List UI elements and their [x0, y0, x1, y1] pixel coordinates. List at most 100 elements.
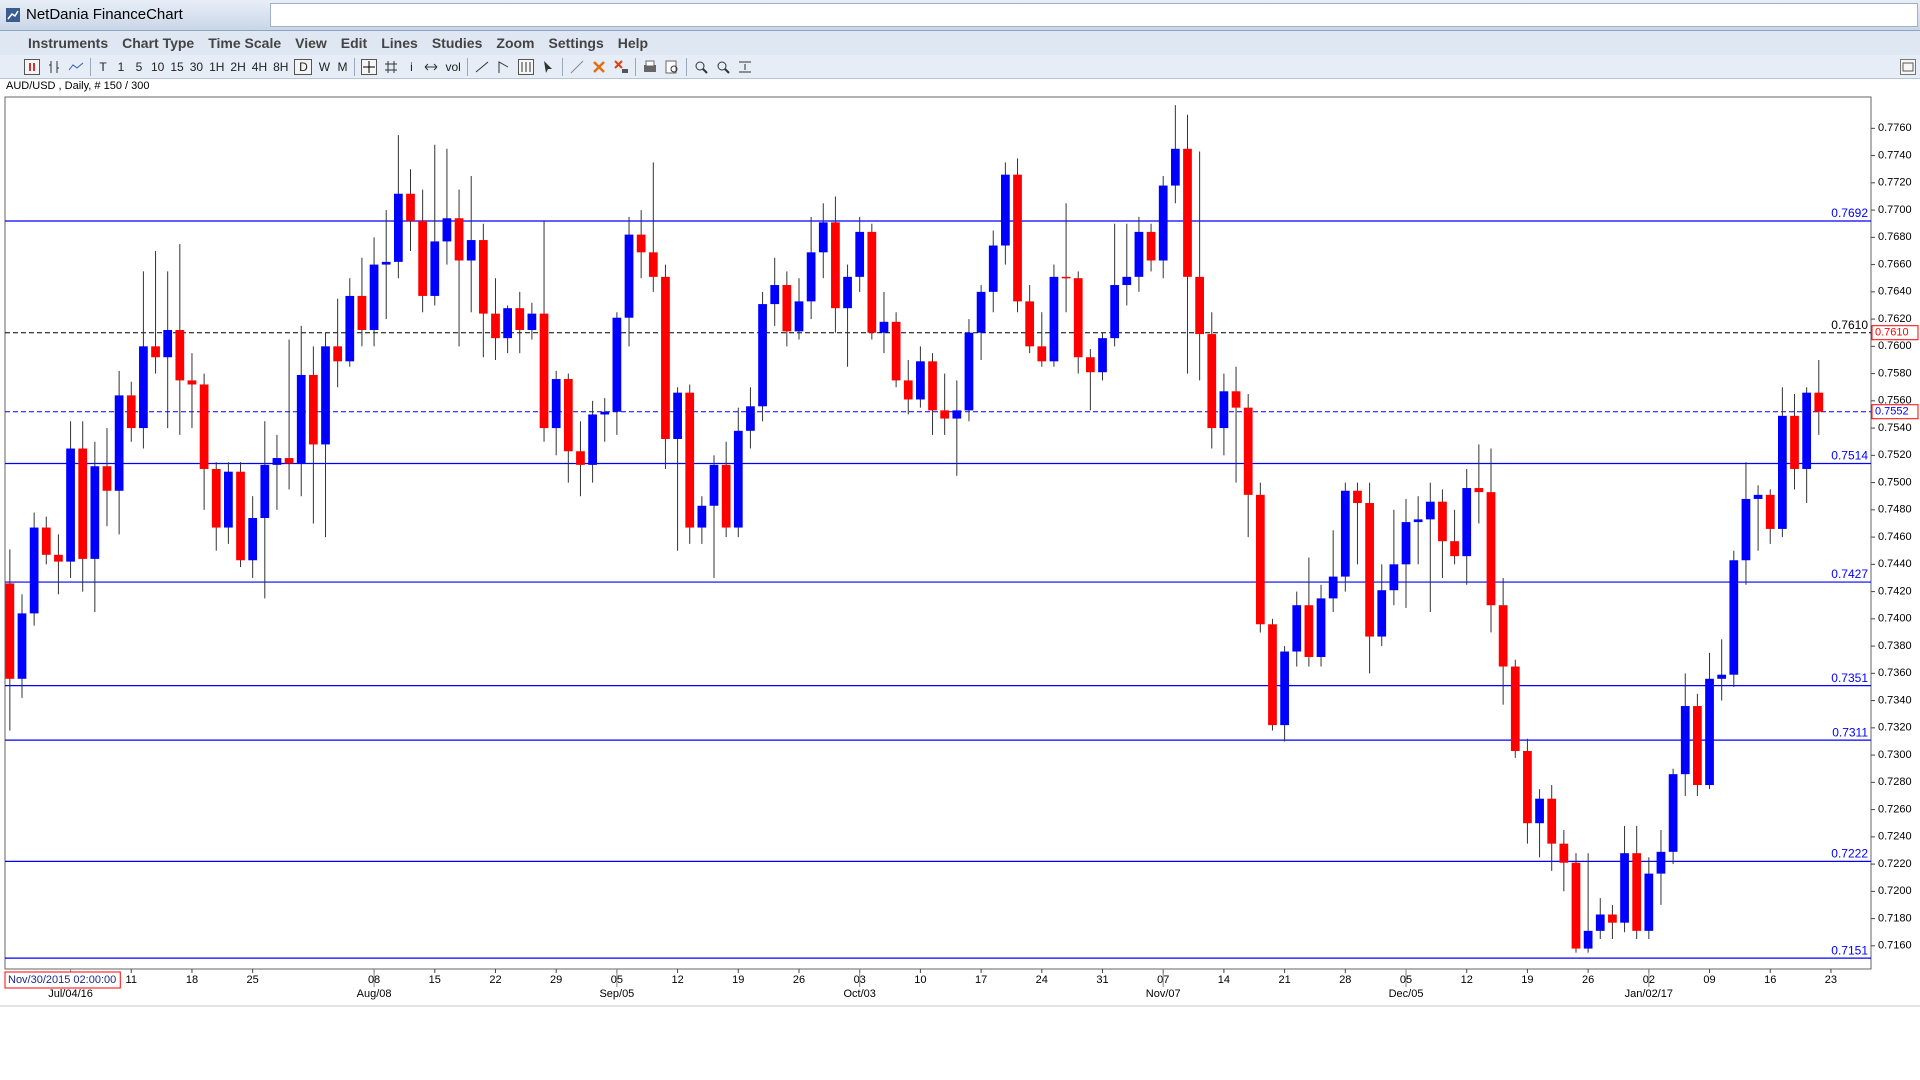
candle-body: [78, 448, 88, 559]
y-tick-label: 0.7240: [1878, 831, 1912, 843]
candle-body: [1401, 522, 1411, 565]
reference-label: 0.7610: [1831, 318, 1868, 332]
info-button[interactable]: i: [410, 59, 413, 74]
candle-body: [1098, 338, 1107, 373]
level-label: 0.7351: [1831, 671, 1868, 685]
menu-item[interactable]: View: [295, 35, 327, 51]
candle-body: [1680, 706, 1690, 775]
y-tick-label: 0.7160: [1878, 940, 1912, 952]
timescale-button[interactable]: 2H: [230, 59, 246, 74]
candle-body: [1705, 678, 1714, 786]
y-tick-label: 0.7480: [1878, 504, 1912, 516]
plot-frame: [4, 96, 1872, 970]
menu-item[interactable]: Studies: [431, 35, 483, 51]
preview-button[interactable]: [664, 59, 680, 75]
y-tick-label: 0.7740: [1878, 149, 1912, 161]
candle-body: [369, 264, 379, 330]
x-tick-label: 18: [186, 974, 198, 986]
candle-body: [381, 261, 391, 265]
menu-item[interactable]: Help: [617, 35, 649, 51]
candle-body: [576, 451, 585, 465]
candle-body: [1668, 774, 1678, 852]
candle-body: [1559, 843, 1569, 863]
panel-button[interactable]: [1900, 59, 1916, 75]
pen-button[interactable]: [569, 59, 585, 75]
x-tick-label: 25: [247, 974, 259, 986]
timescale-button[interactable]: T: [99, 59, 107, 74]
x-major-label: Dec/05: [1389, 988, 1424, 1000]
candle-body: [1377, 590, 1387, 637]
candle-body: [199, 384, 209, 469]
ray-button[interactable]: [496, 59, 512, 75]
delete-all-button[interactable]: [613, 59, 629, 75]
timescale-button[interactable]: 5: [135, 59, 143, 74]
candle-body: [891, 321, 901, 381]
crosshair-button[interactable]: [361, 58, 378, 75]
timescale-button[interactable]: 8H: [273, 59, 289, 74]
trendline-button[interactable]: [474, 59, 490, 75]
candle-body: [478, 240, 488, 314]
candle-body: [1425, 501, 1435, 520]
timescale-button[interactable]: M: [337, 59, 348, 74]
candle-body: [1644, 873, 1654, 931]
candle-body: [260, 464, 270, 519]
candle-body: [175, 329, 185, 381]
candle-body: [588, 414, 597, 465]
scroll-button[interactable]: [423, 59, 439, 75]
level-label: 0.7692: [1831, 206, 1868, 220]
candle-body: [782, 285, 792, 332]
grid-button[interactable]: [383, 59, 399, 75]
instrument-input[interactable]: [270, 3, 1918, 27]
candle-body: [1814, 392, 1824, 412]
timescale-button[interactable]: 4H: [251, 59, 268, 74]
zoom-in-button[interactable]: [693, 59, 709, 75]
candle-body: [491, 313, 500, 339]
pause-button[interactable]: [24, 58, 40, 75]
candle-body: [187, 380, 197, 385]
menu-item[interactable]: Zoom: [496, 35, 535, 51]
channel-button[interactable]: [517, 58, 534, 75]
x-tick-label: 17: [975, 974, 987, 986]
candle-body: [1413, 519, 1423, 523]
menu-item[interactable]: Edit: [340, 35, 368, 51]
candle-body: [1498, 605, 1508, 667]
menu-item[interactable]: Settings: [548, 35, 604, 51]
candle-body: [345, 295, 355, 362]
zoom-out-button[interactable]: [715, 59, 731, 75]
candle-body: [758, 304, 767, 407]
x-tick-label: 23: [1825, 974, 1837, 986]
timescale-button[interactable]: 15: [170, 59, 184, 74]
candle-body: [1195, 276, 1204, 335]
menu-item[interactable]: Lines: [381, 35, 418, 51]
x-tick-label: 31: [1096, 974, 1108, 986]
x-tick-label: 16: [1764, 974, 1776, 986]
candle-body: [151, 346, 160, 358]
timescale-button[interactable]: 1: [117, 59, 125, 74]
fit-button[interactable]: [737, 59, 753, 75]
candle-body: [903, 380, 913, 400]
timescale-button[interactable]: 30: [189, 59, 204, 74]
menu-item[interactable]: Chart Type: [122, 35, 195, 51]
pointer-button[interactable]: [540, 59, 556, 75]
candle-body: [515, 308, 525, 330]
print-button[interactable]: [642, 59, 658, 75]
candle-body: [1001, 174, 1010, 246]
candle-body: [418, 220, 428, 296]
menu-item[interactable]: Instruments: [28, 35, 109, 51]
separator: [90, 57, 91, 76]
volume-button[interactable]: vol: [445, 59, 461, 74]
timescale-button[interactable]: 10: [151, 59, 165, 74]
timescale-button[interactable]: 1H: [209, 59, 225, 74]
candle-body: [855, 231, 865, 277]
timescale-button[interactable]: D: [294, 58, 313, 75]
timescale-button[interactable]: W: [318, 59, 331, 74]
delete-button[interactable]: [591, 59, 607, 75]
menu-item[interactable]: Time Scale: [208, 35, 282, 51]
candles-button[interactable]: [46, 59, 62, 75]
candle-body: [1474, 488, 1484, 493]
x-major-label: Jul/04/16: [48, 988, 93, 1000]
x-tick-label: 19: [1521, 974, 1533, 986]
candle-body: [563, 379, 573, 452]
candle-body: [1231, 391, 1241, 408]
line-button[interactable]: [68, 59, 84, 75]
